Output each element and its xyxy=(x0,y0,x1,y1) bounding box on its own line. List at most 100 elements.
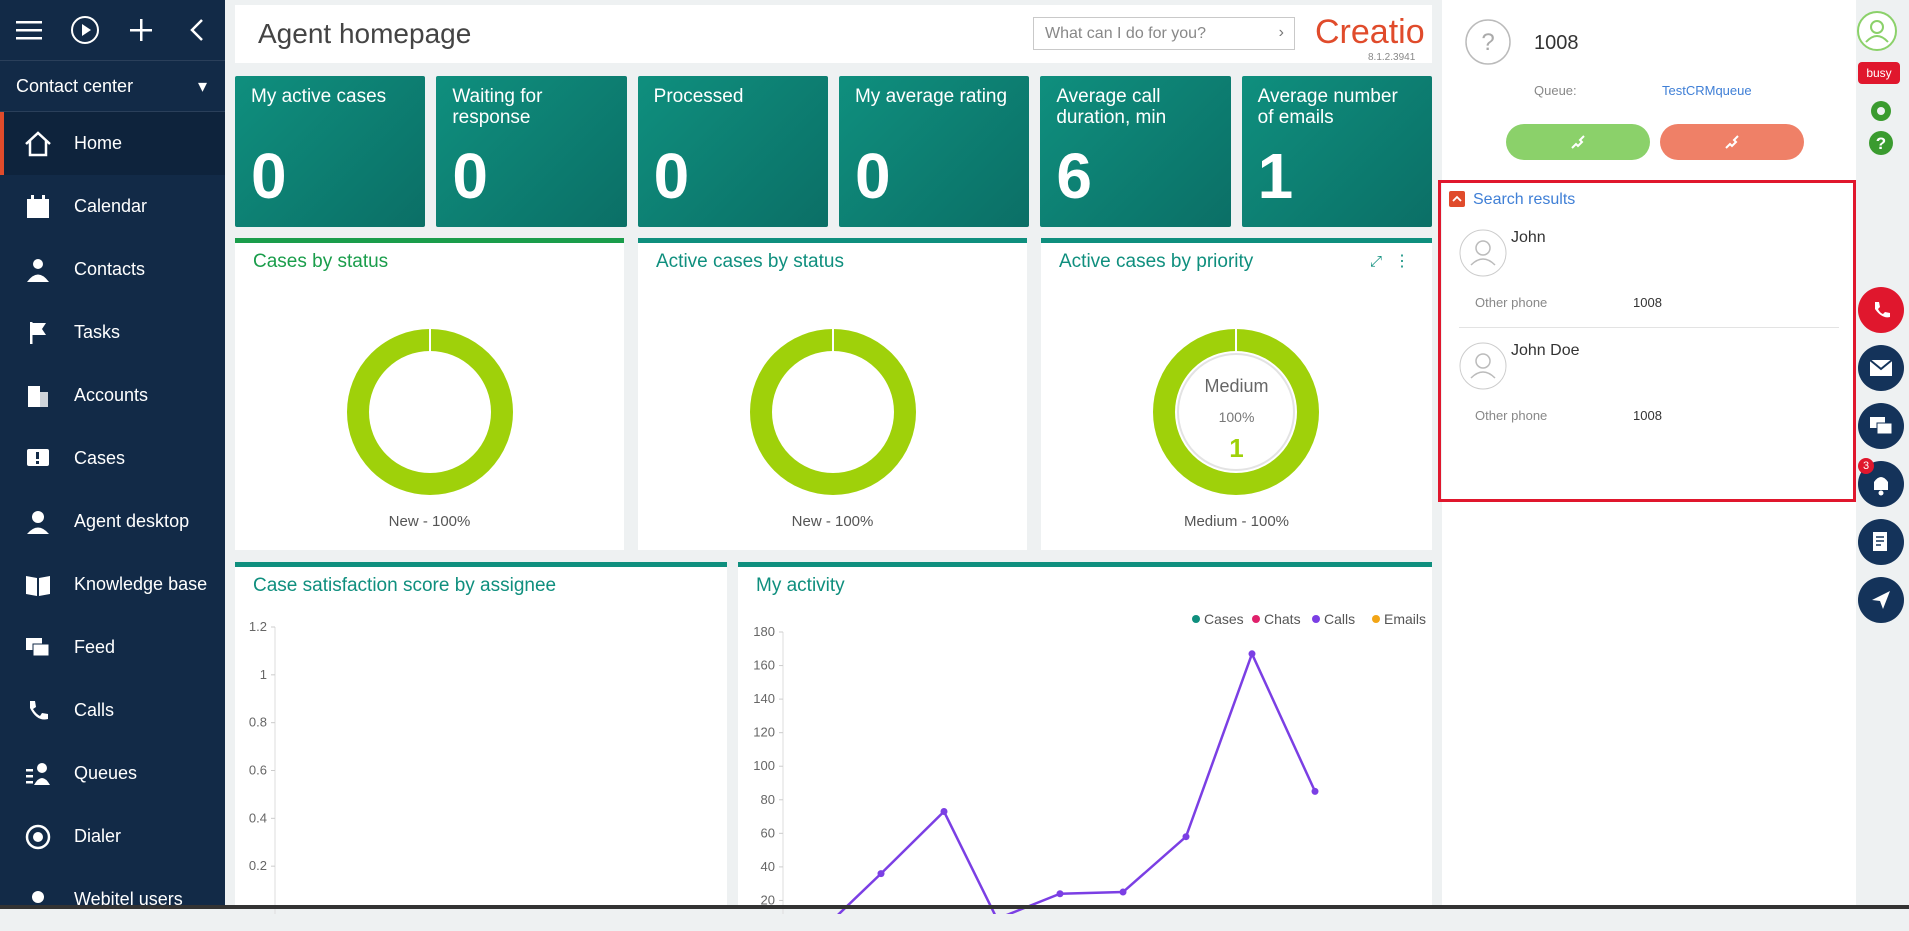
contact-result[interactable]: John Doe Other phone 1008 xyxy=(1453,342,1833,442)
avatar xyxy=(1459,342,1507,390)
phone-value[interactable]: 1008 xyxy=(1633,408,1662,423)
user-avatar-icon[interactable] xyxy=(1856,10,1898,52)
active-cases-by-status-widget[interactable]: Active cases by status New - 100% xyxy=(638,238,1027,550)
phone-label: Other phone xyxy=(1475,408,1548,423)
legend-label[interactable]: Chats xyxy=(1264,611,1301,627)
data-point[interactable] xyxy=(877,870,885,878)
y-tick-label: 140 xyxy=(753,691,775,706)
sidebar-item-agent-desktop[interactable]: Agent desktop xyxy=(0,490,225,553)
search-input[interactable]: What can I do for you? › xyxy=(1033,17,1295,50)
more-icon[interactable]: ⋮ xyxy=(1394,253,1410,270)
sidebar-item-home[interactable]: Home xyxy=(0,112,225,175)
tile-value: 0 xyxy=(854,140,891,212)
sidebar-item-knowledge-base[interactable]: Knowledge base xyxy=(0,553,225,616)
logo: Creatio xyxy=(1315,13,1425,51)
data-point[interactable] xyxy=(1119,888,1127,896)
process-button[interactable] xyxy=(1858,519,1904,565)
donut-center-label: Medium xyxy=(1204,376,1269,396)
kpi-tile[interactable]: My active cases 0 xyxy=(235,76,426,227)
widget-title: Active cases by status xyxy=(656,251,844,272)
legend-marker xyxy=(1252,615,1260,623)
y-tick-label: 0.2 xyxy=(249,858,267,873)
workplace-label: Contact center xyxy=(16,75,134,96)
collapse-toggle[interactable] xyxy=(1449,191,1465,207)
kpi-tile[interactable]: Processed 0 xyxy=(637,76,828,227)
sidebar-item-calls[interactable]: Calls xyxy=(0,679,225,742)
status-badge[interactable]: busy xyxy=(1858,62,1900,84)
avatar xyxy=(1459,229,1507,277)
activity-chart: Cases Chats Calls Emails 180 160 140 120 100 80 60… xyxy=(753,611,1426,914)
expand-icon[interactable]: ⤢ xyxy=(1369,253,1382,270)
queue-value[interactable]: TestCRMqueue xyxy=(1662,83,1752,98)
tile-label: My active cases xyxy=(251,86,387,107)
chat-button[interactable] xyxy=(1858,403,1904,449)
sidebar-item-label: Dialer xyxy=(74,826,122,846)
contact-name[interactable]: John xyxy=(1511,229,1546,246)
y-tick-label: 0.4 xyxy=(249,810,267,825)
unknown-caller-icon: ? xyxy=(1465,19,1511,65)
sidebar-item-contacts[interactable]: Contacts xyxy=(0,238,225,301)
sidebar-item-webitel-users[interactable]: Webitel users xyxy=(0,868,225,931)
sidebar-item-cases[interactable]: Cases xyxy=(0,427,225,490)
contact-result[interactable]: John Other phone 1008 xyxy=(1453,229,1833,329)
series-line-calls xyxy=(837,650,1317,914)
kpi-tile[interactable]: My average rating 0 xyxy=(838,76,1030,227)
sidebar-top-toolbar xyxy=(0,0,225,60)
answer-call-button[interactable] xyxy=(1506,124,1650,160)
sidebar-item-calendar[interactable]: Calendar xyxy=(0,175,225,238)
y-tick-label: 80 xyxy=(761,792,775,807)
gear-icon[interactable] xyxy=(1866,96,1896,126)
phone-button[interactable] xyxy=(1858,287,1904,333)
sidebar-item-label: Queues xyxy=(74,763,138,783)
book-icon xyxy=(20,570,56,600)
y-tick-label: 120 xyxy=(753,725,775,740)
help-icon[interactable]: ? xyxy=(1866,128,1896,158)
svg-text:?: ? xyxy=(1876,134,1886,153)
donut-legend: New - 100% xyxy=(388,513,471,530)
add-icon[interactable] xyxy=(126,15,156,45)
search-placeholder: What can I do for you? xyxy=(1045,24,1206,42)
sidebar-item-tasks[interactable]: Tasks xyxy=(0,301,225,364)
legend-label[interactable]: Calls xyxy=(1324,611,1355,627)
menu-icon[interactable] xyxy=(14,15,44,45)
sidebar-item-queues[interactable]: Queues xyxy=(0,742,225,805)
search-results-panel: Search results John Other phone 1008 Joh… xyxy=(1438,180,1856,502)
queue-icon xyxy=(20,759,56,789)
agent-icon xyxy=(20,507,56,537)
email-icon xyxy=(1869,359,1893,376)
chevron-right-icon[interactable]: › xyxy=(1278,24,1284,41)
kpi-tile[interactable]: Average number of emails 1 xyxy=(1241,76,1432,227)
kpi-tile[interactable]: Waiting for response 0 xyxy=(436,76,627,227)
data-point[interactable] xyxy=(1311,787,1319,795)
my-activity-widget[interactable]: My activity Cases Chats Calls Emails 180 160 1… xyxy=(738,562,1432,914)
data-point[interactable] xyxy=(1248,650,1256,658)
contact-name[interactable]: John Doe xyxy=(1511,342,1580,359)
email-button[interactable] xyxy=(1858,345,1904,391)
data-point[interactable] xyxy=(1056,890,1064,898)
tile-label: My average rating xyxy=(854,86,1008,107)
sidebar-item-dialer[interactable]: Dialer xyxy=(0,805,225,868)
kpi-tile[interactable]: Average call duration, min 6 xyxy=(1040,76,1231,227)
legend-marker xyxy=(1192,615,1200,623)
send-button[interactable] xyxy=(1858,577,1904,623)
workplace-selector[interactable]: Contact center ▾ xyxy=(0,60,225,112)
sidebar-item-label: Feed xyxy=(74,637,116,657)
y-tick-label: 40 xyxy=(761,859,775,874)
sidebar-item-accounts[interactable]: Accounts xyxy=(0,364,225,427)
satisfaction-chart: 1.2 1 0.8 0.6 0.4 0.2 xyxy=(249,619,276,914)
active-cases-by-priority-widget[interactable]: Active cases by priority ⤢ ⋮ Medium 100%… xyxy=(1041,238,1432,550)
end-call-button[interactable] xyxy=(1660,124,1804,160)
collapse-icon[interactable] xyxy=(182,15,212,45)
play-icon[interactable] xyxy=(70,15,100,45)
person-icon xyxy=(20,255,56,285)
y-tick-label: 20 xyxy=(761,892,775,907)
cases-by-status-widget[interactable]: Cases by status New - 100% xyxy=(235,238,624,550)
phone-value[interactable]: 1008 xyxy=(1633,295,1662,310)
satisfaction-widget[interactable]: Case satisfaction score by assignee 1.2 1… xyxy=(235,562,727,914)
legend-label[interactable]: Cases xyxy=(1204,611,1244,627)
sidebar-item-feed[interactable]: Feed xyxy=(0,616,225,679)
data-point[interactable] xyxy=(940,808,948,816)
legend-label[interactable]: Emails xyxy=(1384,611,1426,627)
y-tick-label: 100 xyxy=(753,758,775,773)
data-point[interactable] xyxy=(1182,833,1190,841)
